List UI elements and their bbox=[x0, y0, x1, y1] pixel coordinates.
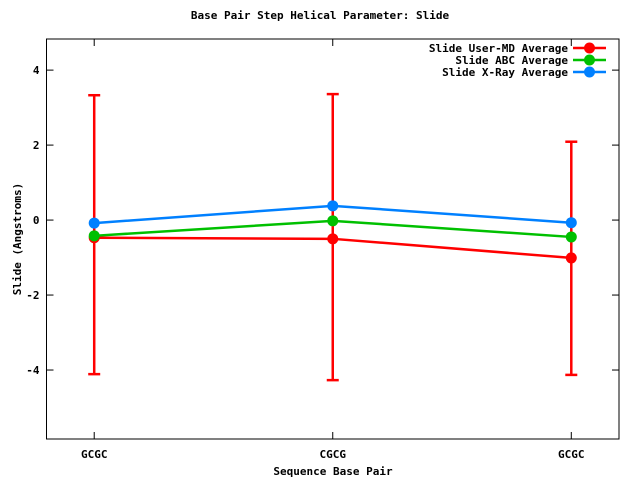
legend-entry: Slide X-Ray Average bbox=[442, 66, 606, 79]
chart-title: Base Pair Step Helical Parameter: Slide bbox=[191, 9, 450, 22]
x-tick-label: CGCG bbox=[320, 448, 347, 461]
x-tick-label: GCGC bbox=[558, 448, 585, 461]
series-slide-x-ray-average bbox=[88, 200, 577, 229]
axes: GCGC CGCG GCGC 4 2 0 -2 -4 bbox=[26, 38, 620, 461]
y-tick-label: 2 bbox=[33, 139, 40, 152]
data-point-marker bbox=[327, 233, 339, 245]
x-tick-label: GCGC bbox=[81, 448, 108, 461]
legend-entry: Slide ABC Average bbox=[455, 54, 606, 67]
data-point-marker bbox=[565, 252, 577, 264]
x-axis-title: Sequence Base Pair bbox=[273, 465, 393, 478]
legend-entry: Slide User-MD Average bbox=[429, 42, 606, 55]
legend-marker bbox=[584, 42, 595, 54]
y-tick-label: 0 bbox=[33, 214, 40, 227]
data-point-marker bbox=[565, 217, 577, 229]
data-point-marker bbox=[88, 217, 100, 229]
y-tick-label: -4 bbox=[26, 364, 40, 377]
data-point-marker bbox=[565, 231, 577, 243]
series-slide-user-md-average bbox=[88, 92, 578, 382]
y-axis-title: Slide (Angstroms) bbox=[11, 183, 24, 296]
legend-label: Slide X-Ray Average bbox=[442, 66, 568, 79]
data-point-marker bbox=[88, 230, 100, 242]
legend-label: Slide ABC Average bbox=[455, 54, 568, 67]
y-tick-label: -2 bbox=[26, 289, 39, 302]
legend-marker bbox=[584, 54, 595, 66]
series-layer bbox=[88, 92, 578, 382]
series-slide-abc-average bbox=[88, 215, 577, 243]
legend-marker bbox=[584, 66, 595, 78]
legend-label: Slide User-MD Average bbox=[429, 42, 568, 55]
y-tick-label: 4 bbox=[33, 64, 40, 77]
data-point-marker bbox=[327, 215, 339, 227]
data-point-marker bbox=[327, 200, 339, 212]
